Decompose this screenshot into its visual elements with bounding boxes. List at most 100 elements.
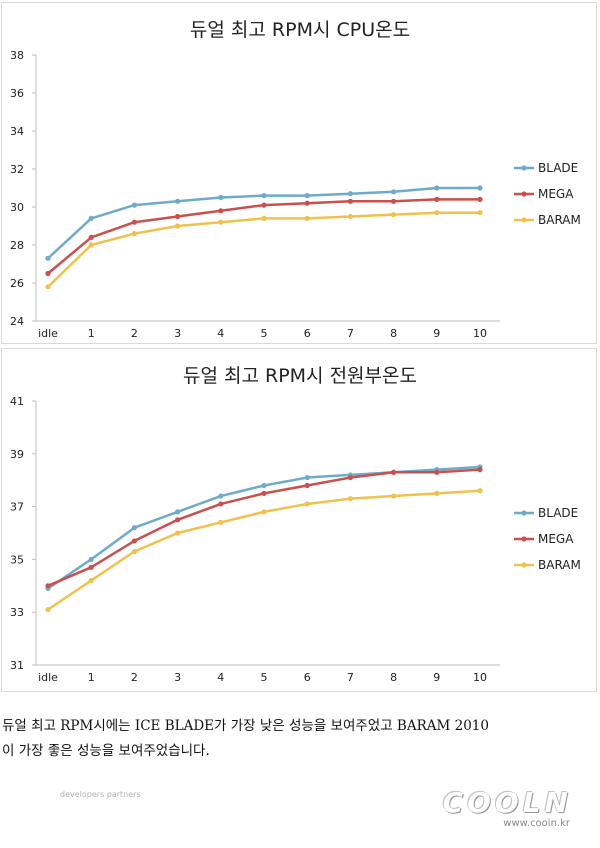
- data-point-baram: [304, 215, 310, 221]
- data-point-blade: [218, 194, 224, 201]
- series-line-baram: [47, 211, 480, 288]
- data-point-baram: [175, 223, 181, 229]
- data-point-baram: [434, 210, 440, 216]
- data-point-blade: [261, 482, 267, 489]
- legend-label-blade: BLADE: [538, 161, 578, 175]
- data-point-baram: [175, 530, 181, 536]
- data-point-baram: [347, 496, 353, 502]
- data-point-baram: [131, 231, 137, 237]
- y-tick-label: 30: [10, 201, 24, 214]
- data-point-blade: [45, 255, 51, 261]
- data-point-baram: [218, 519, 224, 526]
- y-tick-label: 41: [10, 395, 24, 408]
- y-tick-label: 34: [10, 125, 24, 138]
- vrm-temp-chart-panel: 듀얼 최고 RPM시 전원부온도 31 33 35 37 39 41 idle 1 2 3 4 5 6 7 8…: [1, 348, 597, 692]
- x-tick-label: 9: [433, 671, 440, 684]
- x-tick-label: 3: [174, 671, 181, 684]
- data-point-blade: [347, 191, 353, 197]
- data-point-mega: [304, 200, 310, 206]
- legend-marker-blade: [521, 510, 527, 516]
- caption-line-1: 듀얼 최고 RPM시에는 ICE BLADE가 가장 낮은 성능을 보여주었고 …: [2, 718, 489, 734]
- legend-label-blade: BLADE: [538, 506, 578, 520]
- vrm-temp-chart: 듀얼 최고 RPM시 전원부온도 31 33 35 37 39 41 idle 1 2 3 4 5 6 7 8…: [10, 365, 581, 684]
- data-point-baram: [477, 210, 483, 216]
- x-tick-label: idle: [38, 671, 58, 684]
- x-tick-label: 10: [473, 671, 487, 684]
- caption-line-2: 이 가장 좋은 성능을 보여주었습니다.: [2, 743, 210, 759]
- cooln-logo: COOLN: [442, 786, 572, 819]
- data-point-baram: [391, 493, 397, 499]
- legend-label-baram: BARAM: [538, 558, 581, 572]
- data-point-blade: [88, 556, 94, 562]
- x-tick-label: 1: [88, 327, 95, 340]
- chart-title: 듀얼 최고 RPM시 전원부온도: [183, 365, 417, 387]
- data-point-mega: [131, 538, 137, 544]
- data-point-baram: [434, 490, 440, 496]
- legend-marker-mega: [521, 191, 527, 197]
- data-point-mega: [391, 198, 397, 204]
- x-tick-label: 4: [217, 327, 224, 340]
- y-tick-label: 35: [10, 553, 24, 566]
- data-point-blade: [175, 198, 181, 204]
- cpu-temp-chart-panel: 듀얼 최고 RPM시 CPU온도 24 26 28 30 32 34 36 38 idle 1 2 3 4…: [1, 2, 597, 344]
- data-point-blade: [434, 185, 440, 191]
- y-tick-label: 36: [10, 87, 24, 100]
- data-point-baram: [45, 606, 51, 613]
- x-tick-label: 1: [88, 671, 95, 684]
- data-point-baram: [347, 213, 353, 220]
- data-point-baram: [131, 548, 137, 555]
- data-point-baram: [477, 488, 483, 494]
- legend-marker-baram: [521, 562, 527, 568]
- x-tick-label: 5: [261, 671, 268, 684]
- data-point-mega: [434, 469, 440, 475]
- data-point-mega: [45, 270, 51, 277]
- x-tick-label: 2: [131, 327, 138, 340]
- data-point-mega: [175, 213, 181, 220]
- chart-title: 듀얼 최고 RPM시 CPU온도: [190, 19, 410, 41]
- data-point-mega: [347, 474, 353, 481]
- data-point-baram: [218, 219, 224, 225]
- data-point-blade: [477, 185, 483, 191]
- legend-marker-blade: [521, 165, 527, 171]
- data-point-mega: [347, 198, 353, 204]
- series-line-baram: [47, 489, 481, 611]
- data-point-blade: [304, 193, 310, 199]
- data-point-mega: [218, 208, 224, 214]
- data-point-mega: [261, 202, 267, 208]
- data-point-mega: [88, 564, 94, 570]
- data-point-mega: [477, 467, 483, 473]
- data-point-baram: [391, 212, 397, 218]
- data-point-mega: [477, 196, 483, 202]
- legend-label-mega: MEGA: [538, 532, 574, 546]
- x-tick-label: 6: [304, 327, 311, 340]
- x-tick-label: 8: [390, 327, 397, 340]
- data-point-blade: [391, 189, 397, 195]
- data-point-blade: [218, 493, 224, 499]
- x-tick-label: 10: [473, 327, 487, 340]
- data-point-baram: [88, 242, 94, 248]
- x-tick-label: idle: [38, 327, 58, 340]
- data-point-mega: [261, 490, 267, 496]
- legend-label-mega: MEGA: [538, 187, 574, 201]
- data-point-mega: [45, 583, 51, 589]
- x-tick-label: 7: [347, 671, 354, 684]
- y-tick-label: 38: [10, 49, 24, 62]
- y-tick-label: 39: [10, 448, 24, 461]
- x-tick-label: 6: [304, 671, 311, 684]
- x-tick-label: 4: [217, 671, 224, 684]
- y-tick-label: 32: [10, 163, 24, 176]
- data-point-baram: [45, 284, 51, 290]
- data-point-blade: [131, 202, 137, 208]
- data-point-baram: [261, 509, 267, 515]
- x-tick-label: 3: [174, 327, 181, 340]
- series-line-blade: [47, 186, 480, 260]
- data-point-blade: [261, 193, 267, 199]
- x-tick-label: 2: [131, 671, 138, 684]
- data-point-mega: [88, 234, 94, 240]
- x-tick-label: 9: [433, 327, 440, 340]
- x-tick-label: 7: [347, 327, 354, 340]
- y-tick-label: 37: [10, 501, 24, 514]
- data-point-mega: [304, 482, 310, 489]
- data-point-blade: [88, 215, 94, 221]
- caption-text: 듀얼 최고 RPM시에는 ICE BLADE가 가장 낮은 성능을 보여주었고 …: [2, 714, 598, 764]
